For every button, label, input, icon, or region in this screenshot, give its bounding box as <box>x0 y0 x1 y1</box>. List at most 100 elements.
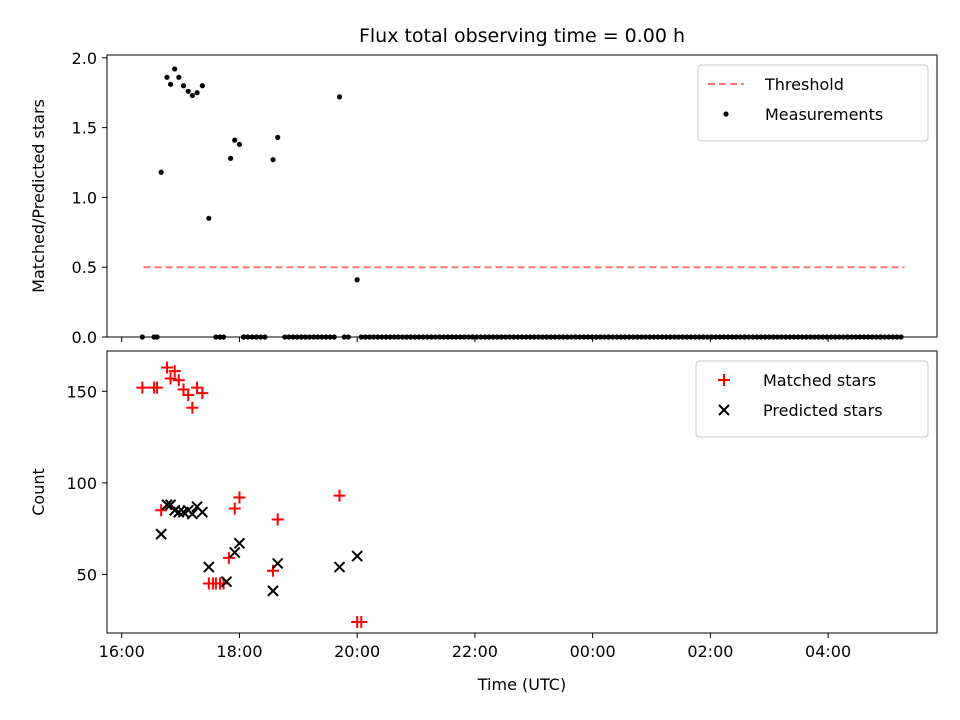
measurement-point <box>494 334 500 340</box>
matched-stars-point <box>168 365 181 378</box>
measurement-point <box>282 334 288 340</box>
legend-label: Matched stars <box>763 371 876 390</box>
plot-frame <box>106 350 938 634</box>
measurement-point <box>667 334 673 340</box>
y-tick-label: 0.5 <box>72 258 97 277</box>
measurement-point <box>894 334 900 340</box>
measurement-point <box>245 334 251 340</box>
legend-box <box>697 64 929 142</box>
matched-stars-point <box>161 361 174 374</box>
measurement-point <box>502 334 509 340</box>
measurement-point <box>158 169 164 175</box>
measurement-point <box>399 334 406 340</box>
measurement-point <box>319 334 325 340</box>
y-axis-label: Matched/Predicted stars <box>29 99 48 293</box>
measurement-point <box>795 334 801 340</box>
measurement-point <box>262 334 268 340</box>
measurement-point <box>610 334 616 340</box>
measurement-point <box>465 334 472 340</box>
measurement-point <box>890 334 896 340</box>
measurement-point <box>220 334 227 340</box>
legend-label: Predicted stars <box>763 401 883 420</box>
measurement-point <box>498 334 504 340</box>
measurement-point <box>766 334 772 340</box>
legend-measurement-swatch <box>723 111 729 117</box>
measurement-point <box>696 334 702 340</box>
measurement-point <box>511 334 517 340</box>
measurement-point <box>258 334 264 340</box>
measurement-point <box>898 334 904 340</box>
x-axis-label: Time (UTC) <box>477 675 566 694</box>
measurement-point <box>721 334 727 340</box>
measurement-point <box>832 334 838 340</box>
measurement-point <box>754 334 760 340</box>
measurement-point <box>453 334 459 340</box>
x-tick-label: 04:00 <box>805 642 851 661</box>
measurement-point <box>865 334 871 340</box>
x-tick-label: 18:00 <box>216 642 262 661</box>
matched-stars-point <box>228 502 241 515</box>
measurement-point <box>362 334 369 340</box>
measurement-point <box>323 334 329 340</box>
measurement-point <box>354 277 360 283</box>
legend-box <box>695 360 929 438</box>
measurement-point <box>306 334 313 340</box>
predicted-stars-point <box>186 508 199 520</box>
measurement-point <box>618 334 624 340</box>
x-tick-label: 02:00 <box>687 642 733 661</box>
measurement-point <box>750 334 756 340</box>
chart-title: Flux total observing time = 0.00 h <box>359 25 685 47</box>
measurement-point <box>692 334 698 340</box>
measurement-point <box>482 334 488 340</box>
predicted-stars-point <box>233 537 246 549</box>
measurement-point <box>311 334 317 340</box>
matched-stars-point <box>222 551 235 564</box>
measurement-point <box>568 334 575 340</box>
measurement-point <box>461 334 467 340</box>
predicted-stars-point <box>229 546 241 559</box>
measurement-point <box>787 334 793 340</box>
measurement-point <box>708 334 715 340</box>
measurement-point <box>816 334 822 340</box>
measurement-point <box>176 74 182 80</box>
measurement-point <box>290 334 296 340</box>
measurement-point <box>729 334 735 340</box>
measurement-point <box>634 334 640 340</box>
measurement-point <box>449 334 455 340</box>
measurement-point <box>774 334 781 340</box>
measurement-point <box>336 94 343 100</box>
measurement-point <box>737 334 743 340</box>
measurement-point <box>762 334 768 340</box>
measurement-point <box>684 334 690 340</box>
measurement-point <box>298 334 304 340</box>
measurement-point <box>791 334 797 340</box>
y-tick-label: 1.5 <box>72 119 97 138</box>
measurement-point <box>700 334 706 340</box>
measurement-point <box>630 334 636 340</box>
measurement-point <box>552 334 558 340</box>
measurement-point <box>474 334 480 340</box>
measurement-point <box>189 92 195 99</box>
measurement-point <box>275 134 281 140</box>
measurement-point <box>315 334 321 340</box>
measurement-point <box>675 334 682 340</box>
x-tick-label: 22:00 <box>452 642 498 661</box>
measurement-point <box>589 334 595 340</box>
measurement-point <box>213 334 219 340</box>
measurement-point <box>572 334 579 340</box>
measurement-point <box>807 334 814 340</box>
matched-stars-point <box>333 489 346 502</box>
predicted-stars-point <box>161 499 173 511</box>
measurement-point <box>253 334 259 340</box>
y-tick-label: 0.0 <box>72 328 97 347</box>
measurement-point <box>486 334 492 340</box>
measurement-point <box>387 334 393 340</box>
top-panel-ratio: Flux total observing time = 0.00 h 0.0 0.5… <box>29 25 938 347</box>
measurement-point <box>671 334 678 340</box>
measurement-point <box>379 334 385 340</box>
measurement-point <box>375 334 381 340</box>
measurement-point <box>286 334 292 340</box>
y-tick-label: 150 <box>66 382 97 401</box>
measurement-point <box>441 334 447 340</box>
